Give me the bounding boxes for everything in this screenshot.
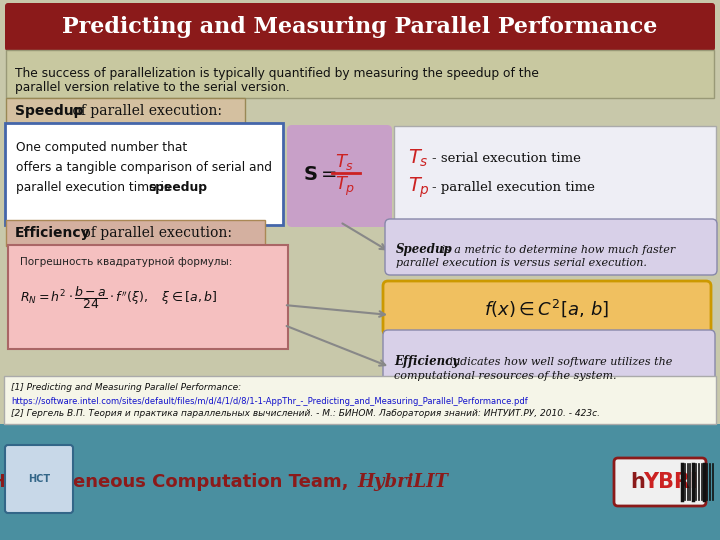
FancyBboxPatch shape (394, 126, 716, 226)
Text: indicates how well software utilizes the: indicates how well software utilizes the (446, 357, 672, 367)
Text: $f(x) \in C^2[a,\, b]$: $f(x) \in C^2[a,\, b]$ (485, 297, 610, 319)
Text: Efficiency: Efficiency (15, 226, 91, 240)
Text: [2] Гергель В.П. Теория и практика параллельных вычислений. - М.: БИНОМ. Лаборат: [2] Гергель В.П. Теория и практика парал… (11, 409, 600, 418)
Text: parallel version relative to the serial version.: parallel version relative to the serial … (15, 80, 289, 93)
Text: [1] Predicting and Measuring Parallel Performance:: [1] Predicting and Measuring Parallel Pe… (11, 383, 241, 393)
Text: $\mathbf{S} =$: $\mathbf{S} =$ (303, 165, 337, 185)
FancyBboxPatch shape (287, 125, 392, 227)
Text: HybriLIT: HybriLIT (357, 473, 448, 491)
Text: $\mathit{T_s}$: $\mathit{T_s}$ (408, 147, 428, 168)
Text: computational resources of the system.: computational resources of the system. (394, 371, 616, 381)
Text: offers a tangible comparison of serial and: offers a tangible comparison of serial a… (16, 161, 272, 174)
Text: Heterogeneous Computation Team,: Heterogeneous Computation Team, (0, 473, 355, 491)
Text: The success of parallelization is typically quantified by measuring the speedup : The success of parallelization is typica… (15, 68, 539, 80)
Text: YBRI: YBRI (643, 472, 698, 492)
FancyBboxPatch shape (614, 458, 706, 506)
Text: $\mathit{T_p}$: $\mathit{T_p}$ (335, 174, 355, 198)
Text: Efficiency: Efficiency (394, 355, 459, 368)
FancyBboxPatch shape (385, 219, 717, 275)
Text: Speedup: Speedup (396, 244, 453, 256)
Text: - serial execution time: - serial execution time (432, 152, 581, 165)
Text: parallel execution time is: parallel execution time is (16, 181, 174, 194)
FancyBboxPatch shape (383, 281, 711, 335)
FancyBboxPatch shape (4, 376, 716, 424)
FancyBboxPatch shape (383, 330, 715, 390)
Text: HCT: HCT (28, 474, 50, 484)
FancyBboxPatch shape (8, 245, 288, 349)
FancyBboxPatch shape (5, 123, 283, 225)
FancyBboxPatch shape (0, 424, 720, 540)
Text: Speedup: Speedup (15, 104, 84, 118)
Text: is a metric to determine how much faster: is a metric to determine how much faster (438, 245, 675, 255)
Text: of parallel execution:: of parallel execution: (68, 104, 222, 118)
Text: One computed number that: One computed number that (16, 141, 187, 154)
Text: $\mathit{T_s}$: $\mathit{T_s}$ (336, 152, 355, 172)
FancyBboxPatch shape (6, 220, 265, 246)
Text: of parallel execution:: of parallel execution: (78, 226, 232, 240)
FancyBboxPatch shape (5, 3, 715, 51)
Text: https://software.intel.com/sites/default/files/m/d/4/1/d/8/1-1-AppThr_-_Predicti: https://software.intel.com/sites/default… (11, 396, 528, 406)
Text: h: h (630, 472, 645, 492)
Text: $R_N = h^2 \cdot \dfrac{b-a}{24} \cdot f''(\xi), \quad \xi \in [a,b]$: $R_N = h^2 \cdot \dfrac{b-a}{24} \cdot f… (20, 285, 217, 312)
Text: Predicting and Measuring Parallel Performance: Predicting and Measuring Parallel Perfor… (63, 16, 657, 38)
Text: $\mathit{T_p}$: $\mathit{T_p}$ (408, 176, 430, 200)
FancyBboxPatch shape (6, 50, 714, 98)
Text: parallel execution is versus serial execution.: parallel execution is versus serial exec… (396, 258, 647, 268)
Text: - parallel execution time: - parallel execution time (432, 181, 595, 194)
Text: :: : (198, 181, 202, 194)
FancyBboxPatch shape (6, 98, 245, 124)
FancyBboxPatch shape (5, 445, 73, 513)
Text: speedup: speedup (148, 181, 207, 194)
Text: Погрешность квадратурной формулы:: Погрешность квадратурной формулы: (20, 257, 233, 267)
